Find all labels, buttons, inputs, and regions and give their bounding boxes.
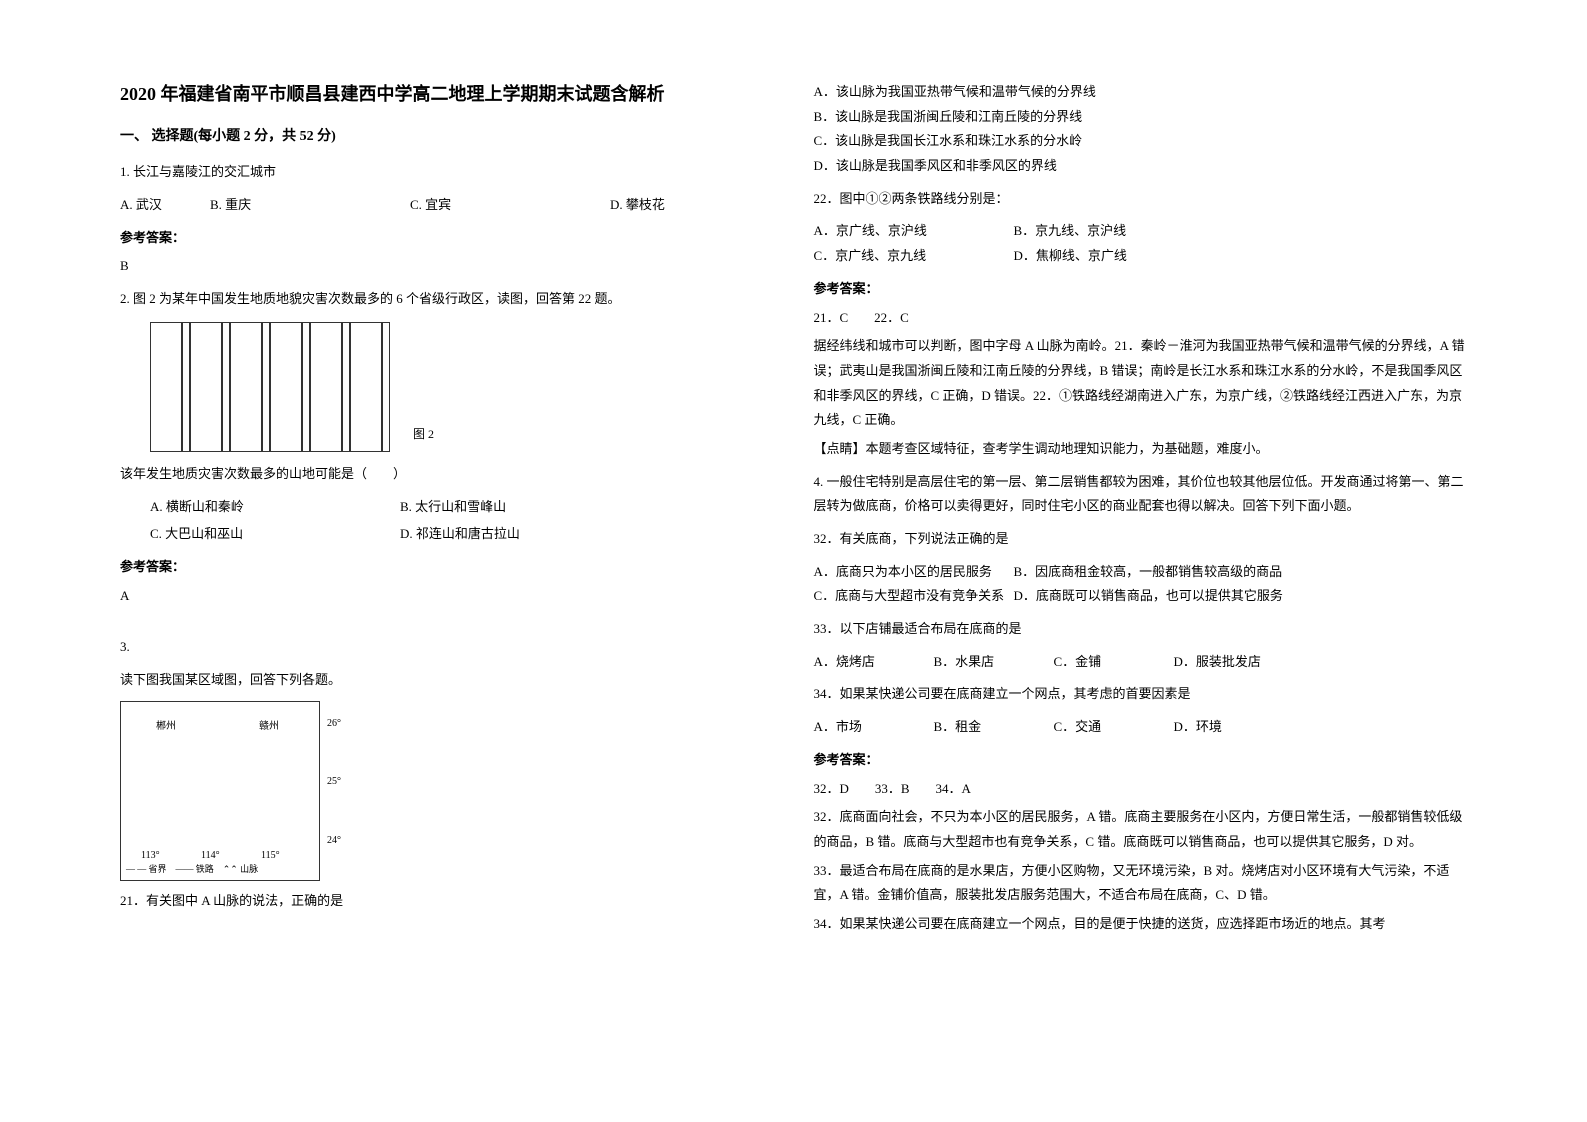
q32-opt-a: A．底商只为本小区的居民服务 [814, 560, 1014, 585]
q33-opt-d: D．服装批发店 [1174, 650, 1261, 675]
q21-opt-a: A．该山脉为我国亚热带气候和温带气候的分界线 [814, 80, 1468, 105]
q32-opt-d: D．底商既可以销售商品，也可以提供其它服务 [1014, 584, 1283, 609]
q34-opt-c: C．交通 [1054, 715, 1174, 740]
q33-opt-b: B．水果店 [934, 650, 1054, 675]
q34-opt-a: A．市场 [814, 715, 934, 740]
question-3-sub: 读下图我国某区域图，回答下列各题。 [120, 668, 774, 693]
question-1: 1. 长江与嘉陵江的交汇城市 [120, 160, 774, 185]
q21-opt-b: B．该山脉是我国浙闽丘陵和江南丘陵的分界线 [814, 105, 1468, 130]
q2-sub: 该年发生地质灾害次数最多的山地可能是（ ） [120, 462, 774, 487]
answer-1: B [120, 254, 774, 279]
q32-opt-b: B．因底商租金较高，一般都销售较高级的商品 [1014, 560, 1283, 585]
question-4: 4. 一般住宅特别是高层住宅的第一层、第二层销售都较为困难，其价位也较其他层位低… [814, 470, 1468, 519]
q32-opt-c: C．底商与大型超市没有竞争关系 [814, 584, 1014, 609]
map-legend: — — 省界 —— 铁路 ⌃⌃ 山脉 [126, 861, 258, 878]
answer-2: A [120, 584, 774, 609]
q33-opt-c: C．金铺 [1054, 650, 1174, 675]
q34-opt-d: D．环境 [1174, 715, 1222, 740]
q2-opt-b: B. 太行山和雪峰山 [400, 495, 506, 520]
question-2: 2. 图 2 为某年中国发生地质地貌灾害次数最多的 6 个省级行政区，读图，回答… [120, 287, 774, 312]
q22-opt-c: C．京广线、京九线 [814, 244, 1014, 269]
q22: 22．图中①②两条铁路线分别是： [814, 187, 1468, 212]
map-figure: 郴州 赣州 26° 25° 24° 113° 114° 115° — — 省界 … [120, 701, 320, 881]
bar-chart-figure-2: 图 2 [150, 322, 390, 452]
map-city-chenzhou: 郴州 [156, 717, 176, 736]
map-lat-25: 25° [327, 772, 341, 791]
explanation-32: 32．底商面向社会，不只为本小区的居民服务，A 错。底商主要服务在小区内，方便日… [814, 805, 1468, 854]
q1-opt-b: B. 重庆 [210, 193, 410, 218]
exam-title: 2020 年福建省南平市顺昌县建西中学高二地理上学期期末试题含解析 [120, 80, 774, 109]
q1-opt-d: D. 攀枝花 [610, 193, 774, 218]
answer-label-4: 参考答案： [814, 748, 1468, 773]
answer-32-34: 32．D 33．B 34．A [814, 777, 1468, 802]
explanation-2: 【点睛】本题考查区域特征，查考学生调动地理知识能力，为基础题，难度小。 [814, 437, 1468, 462]
q21-opt-c: C．该山脉是我国长江水系和珠江水系的分水岭 [814, 129, 1468, 154]
explanation-33: 33．最适合布局在底商的是水果店，方便小区购物，又无环境污染，B 对。烧烤店对小… [814, 859, 1468, 908]
section-1-header: 一、 选择题(每小题 2 分，共 52 分) [120, 124, 774, 151]
map-lat-24: 24° [327, 831, 341, 850]
answer-label-1: 参考答案： [120, 226, 774, 251]
q1-opt-a: A. 武汉 [120, 193, 210, 218]
q32: 32．有关底商，下列说法正确的是 [814, 527, 1468, 552]
q22-opt-b: B．京九线、京沪线 [1014, 219, 1127, 244]
q2-opt-c: C. 大巴山和巫山 [150, 522, 400, 547]
explanation-1: 据经纬线和城市可以判断，图中字母 A 山脉为南岭。21．秦岭－淮河为我国亚热带气… [814, 334, 1468, 433]
map-lon-115: 115° [261, 846, 280, 865]
answer-21-22: 21．C 22．C [814, 306, 1468, 331]
answer-label-2: 参考答案： [120, 555, 774, 580]
q1-options: A. 武汉 B. 重庆 C. 宜宾 D. 攀枝花 [120, 193, 774, 218]
chart-label: 图 2 [413, 423, 434, 446]
map-lat-26: 26° [327, 714, 341, 733]
q22-opt-a: A．京广线、京沪线 [814, 219, 1014, 244]
map-city-ganzhou: 赣州 [259, 717, 279, 736]
q34: 34．如果某快递公司要在底商建立一个网点，其考虑的首要因素是 [814, 682, 1468, 707]
q1-opt-c: C. 宜宾 [410, 193, 610, 218]
q34-opt-b: B．租金 [934, 715, 1054, 740]
answer-label-3: 参考答案： [814, 277, 1468, 302]
q2-opt-d: D. 祁连山和唐古拉山 [400, 522, 520, 547]
explanation-34: 34．如果某快递公司要在底商建立一个网点，目的是便于快捷的送货，应选择距市场近的… [814, 912, 1468, 937]
q2-opt-a: A. 横断山和秦岭 [150, 495, 400, 520]
q21-opt-d: D．该山脉是我国季风区和非季风区的界线 [814, 154, 1468, 179]
q33-opt-a: A．烧烤店 [814, 650, 934, 675]
q33: 33．以下店铺最适合布局在底商的是 [814, 617, 1468, 642]
q3-q21: 21．有关图中 A 山脉的说法，正确的是 [120, 889, 774, 914]
question-3: 3. [120, 635, 774, 660]
q22-opt-d: D．焦柳线、京广线 [1014, 244, 1127, 269]
